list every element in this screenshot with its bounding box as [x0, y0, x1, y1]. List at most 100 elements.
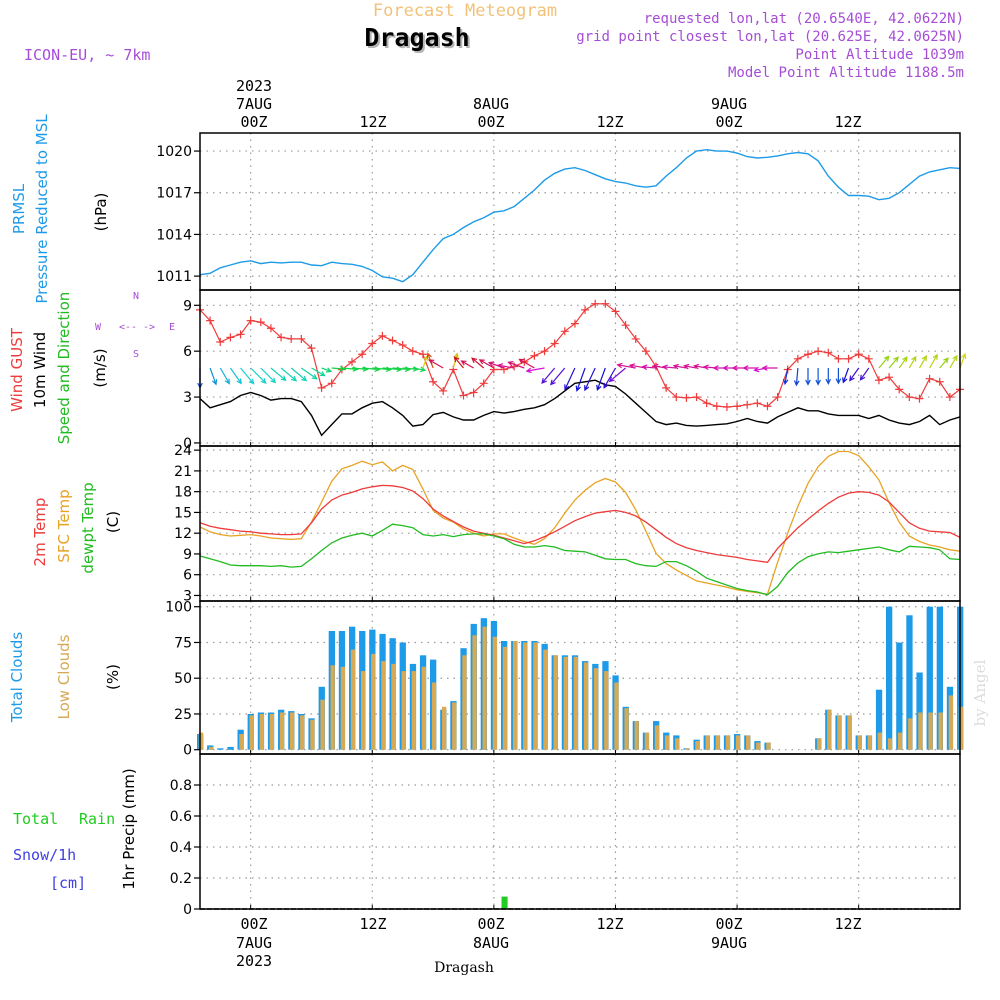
total-cloud-bar: [916, 672, 923, 750]
wind-gust-marker: [500, 365, 508, 374]
temperature-tick-label: 24: [174, 443, 192, 459]
top-12z-label: 12Z: [359, 113, 386, 131]
low-cloud-bar: [462, 655, 467, 750]
top-12z-label: 12Z: [596, 113, 623, 131]
low-cloud-bar: [583, 662, 589, 750]
low-cloud-bar: [908, 718, 913, 750]
clouds-tick-label: 100: [165, 600, 192, 616]
snow-cm-label: [cm]: [50, 874, 86, 892]
pressure-label-msl: Pressure Reduced to MSL: [33, 114, 51, 304]
wind-direction-arrow: [550, 367, 566, 386]
wind-direction-arrow: [939, 357, 949, 369]
compass-e: E: [169, 322, 175, 333]
wind-gust-marker: [307, 344, 316, 353]
wind-gust-marker: [834, 354, 843, 363]
low-cloud-bar: [401, 671, 406, 750]
wind-gust-marker: [621, 321, 630, 330]
total-cloud-bar: [227, 746, 234, 750]
top-00z-label: 00Z: [240, 113, 267, 131]
wind-gust-marker: [641, 347, 650, 356]
clouds-tick-label: 50: [174, 671, 192, 687]
wind-gust-marker: [246, 316, 255, 325]
low-cloud-bar: [715, 735, 720, 750]
wind-gust-marker: [358, 350, 367, 359]
total-cloud-bar: [936, 606, 943, 750]
wind-gust-marker: [824, 348, 833, 357]
wind-gust-marker: [895, 385, 904, 394]
low-cloud-bar: [553, 655, 558, 750]
low-cloud-bar: [543, 649, 548, 750]
low-cloud-bar: [634, 721, 639, 750]
wind-direction-arrow: [280, 367, 298, 382]
wind-gust-marker: [611, 307, 620, 316]
wind-gust-marker: [945, 393, 954, 402]
wind-direction-arrow: [761, 365, 778, 371]
low-cloud-bar: [371, 653, 376, 750]
bottom-day1-label: 7AUG: [236, 934, 272, 952]
total-cloud-bar: [217, 748, 224, 750]
wind-direction-arrow: [362, 366, 381, 372]
pressure-label-prmsl: PRMSL: [10, 183, 28, 234]
wind-tick-label: 9: [183, 298, 192, 314]
wind-gust-marker: [793, 354, 802, 363]
wind-direction-arrow: [661, 364, 677, 371]
wind-direction-arrow: [793, 367, 800, 387]
wind-direction-arrow: [878, 355, 890, 369]
temp-2m-label: 2m Temp: [31, 498, 49, 567]
precipitation-panel-frame: [199, 753, 961, 910]
wind-direction-arrow: [575, 367, 586, 392]
low-cloud-bar: [320, 699, 325, 750]
low-cloud-bar: [695, 741, 700, 750]
clouds-tick-label: 0: [183, 743, 192, 759]
temp-unit: (C): [104, 511, 122, 533]
bottom-12z-label: 12Z: [596, 915, 623, 933]
wind-direction-arrow: [229, 367, 242, 385]
wind-direction-arrow: [525, 367, 545, 374]
low-cloud-bar: [482, 626, 487, 750]
wind-direction-label: Speed and Direction: [55, 292, 73, 445]
temp-2m-line: [199, 484, 961, 563]
wind-panel-labels: Wind GUST 10m Wind Speed and Direction (…: [8, 292, 109, 445]
wind-gust-marker: [722, 403, 731, 411]
bottom-00z-label: 00Z: [477, 915, 504, 933]
pressure-tick-label: 1011: [156, 269, 192, 285]
location-title: Dragash: [364, 23, 469, 52]
low-cloud-bar: [381, 661, 386, 750]
wind-gust-marker: [581, 305, 590, 314]
low-cloud-bar: [563, 656, 568, 750]
low-cloud-bar: [330, 665, 335, 750]
low-cloud-bar: [735, 735, 741, 750]
wind-direction-arrow: [541, 367, 556, 384]
low-clouds-label: Low Clouds: [55, 634, 73, 719]
wind-direction-arrow: [507, 361, 525, 369]
wind-direction-arrow: [300, 367, 318, 380]
wind-direction-arrow: [959, 352, 967, 369]
low-cloud-bar: [198, 732, 204, 750]
wind-gust-marker: [702, 399, 711, 408]
bottom-00z-label: 00Z: [715, 915, 742, 933]
precipitation-tick-label: 0: [183, 902, 192, 918]
temperature-panel-frame: [199, 445, 961, 602]
wind-direction-arrow: [412, 366, 427, 373]
wind-gust-marker: [692, 393, 701, 402]
wind-gust-marker: [560, 327, 569, 336]
wind-direction-arrow: [331, 365, 346, 372]
wind-compass: N W <-- -> E S: [95, 291, 175, 360]
wind-gust-marker: [469, 388, 478, 397]
wind-gust-marker: [935, 377, 944, 386]
precipitation-tick-label: 0.2: [170, 871, 192, 887]
low-cloud-bar: [391, 663, 396, 750]
top-00z-label: 00Z: [477, 113, 504, 131]
signature: by Angel: [971, 659, 989, 726]
total-cloud-bar: [875, 689, 883, 750]
low-cloud-bar: [887, 738, 893, 750]
low-cloud-bar: [523, 642, 528, 750]
temperature-tick-label: 18: [174, 485, 192, 501]
wind-gust-marker: [682, 393, 691, 402]
wind-gust-marker: [662, 383, 671, 392]
low-cloud-bar: [472, 635, 477, 750]
temperature-tick-label: 9: [183, 547, 192, 563]
wind-direction-arrow: [805, 368, 811, 386]
wind-direction-arrow: [672, 363, 687, 370]
wind-direction-arrow: [250, 367, 267, 384]
